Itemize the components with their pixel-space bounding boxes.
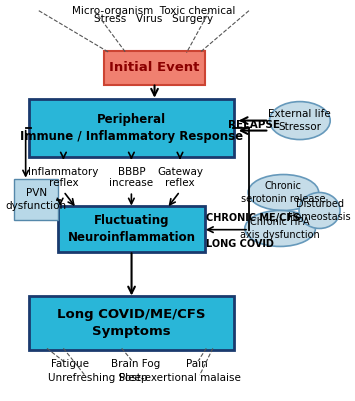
Text: Inflammatory
reflex: Inflammatory reflex (28, 166, 99, 188)
Text: Peripheral
Immune / Inflammatory Response: Peripheral Immune / Inflammatory Respons… (20, 113, 243, 143)
Text: BBBP
increase: BBBP increase (109, 166, 153, 188)
FancyBboxPatch shape (29, 99, 234, 156)
Text: Post-exertional malaise: Post-exertional malaise (119, 373, 241, 383)
Text: LONG COVID: LONG COVID (206, 239, 274, 249)
FancyBboxPatch shape (29, 296, 234, 350)
Text: Stress   Virus   Surgery: Stress Virus Surgery (94, 14, 213, 24)
Text: Disturbed
Homeostasis: Disturbed Homeostasis (288, 199, 351, 222)
Text: Long COVID/ME/CFS
Symptoms: Long COVID/ME/CFS Symptoms (57, 308, 206, 338)
Text: Initial Event: Initial Event (109, 61, 200, 74)
Text: Micro-organism  Toxic chemical: Micro-organism Toxic chemical (72, 6, 235, 16)
Ellipse shape (245, 211, 316, 247)
FancyBboxPatch shape (104, 51, 204, 85)
FancyBboxPatch shape (59, 207, 204, 253)
Text: Gateway
reflex: Gateway reflex (157, 166, 203, 188)
Text: Chronic
serotonin release: Chronic serotonin release (241, 181, 326, 204)
Text: Brain Fog: Brain Fog (111, 359, 160, 369)
Text: Unrefreshing Sleep: Unrefreshing Sleep (48, 373, 148, 383)
Ellipse shape (269, 101, 330, 140)
Text: Pain: Pain (186, 359, 207, 369)
Text: Fatigue: Fatigue (51, 359, 89, 369)
Text: External life
Stressor: External life Stressor (268, 109, 331, 132)
Text: RELAPSE: RELAPSE (228, 120, 280, 130)
Text: PVN
dysfunction: PVN dysfunction (6, 188, 67, 211)
FancyBboxPatch shape (14, 178, 59, 221)
Text: CHRONIC ME/CFS: CHRONIC ME/CFS (206, 213, 300, 223)
Text: Fluctuating
Neuroinflammation: Fluctuating Neuroinflammation (67, 215, 196, 245)
Text: Chronic HPA
axis dysfunction: Chronic HPA axis dysfunction (240, 217, 320, 240)
Ellipse shape (299, 192, 340, 229)
Ellipse shape (248, 174, 319, 211)
